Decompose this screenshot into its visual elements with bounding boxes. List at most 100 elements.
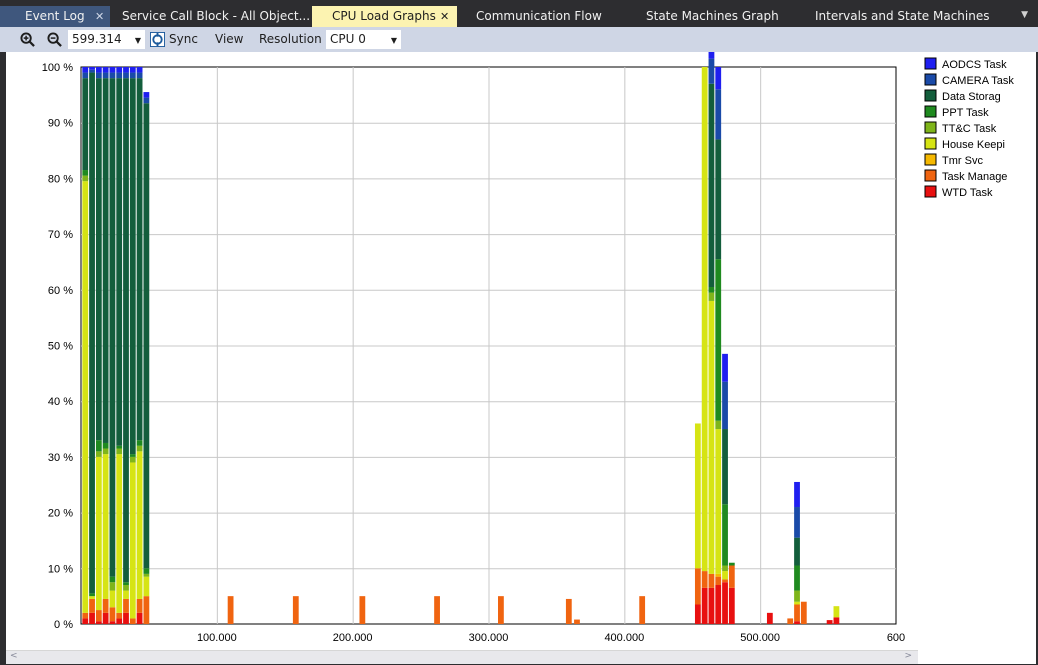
zoom-value: 599.314: [72, 32, 122, 46]
bar-segment-tt-c-task: [109, 582, 116, 591]
legend-label-tt-c-task: TT&C Task: [942, 123, 997, 135]
bar-segment-ppt-task: [715, 259, 722, 421]
bar-segment-wtd-task: [116, 618, 123, 624]
bar-segment-task-manage: [728, 565, 735, 588]
bar-segment-task-manage: [715, 576, 722, 586]
chevron-down-icon[interactable]: ▼: [134, 36, 141, 45]
horizontal-scrollbar[interactable]: < >: [6, 650, 918, 664]
bar-segment-house-keepi: [102, 454, 109, 599]
bar-segment-task-manage: [359, 596, 366, 624]
zoom-in-icon[interactable]: [20, 32, 35, 47]
bar-segment-ppt-task: [143, 568, 150, 574]
cpu-load-chart[interactable]: 0 % 10 % 20 % 30 % 40 % 50 % 60 % 70 % 80 % 90 % 1…: [6, 44, 1036, 650]
bar-segment-wtd-task: [89, 612, 95, 624]
bar-segment-camera-task: [136, 72, 143, 79]
bar-segment-ppt-task: [136, 440, 143, 446]
tab-label: Service Call Block - All Object...: [122, 9, 310, 23]
bar-segment-camera-task: [123, 72, 129, 79]
bar-segment-task-manage: [227, 596, 234, 624]
bar-segment-ppt-task: [116, 445, 123, 449]
bar-segment-task-manage: [787, 618, 794, 624]
bar-segment-data-storag: [89, 72, 95, 594]
bar-segment-task-manage: [89, 598, 95, 613]
bar-segment-aodcs-task: [708, 44, 715, 59]
bar-segment-aodcs-task: [715, 67, 722, 90]
chevron-down-icon[interactable]: ▼: [390, 36, 397, 45]
resolution-menu[interactable]: Resolution: [259, 32, 322, 46]
bar-segment-camera-task: [143, 97, 150, 104]
bar-segment-ppt-task: [728, 562, 735, 566]
bar-segment-camera-task: [109, 72, 116, 79]
bar-segment-aodcs-task: [95, 67, 102, 73]
bar-segment-wtd-task: [722, 582, 728, 624]
cpu-select[interactable]: CPU 0 ▼: [326, 30, 401, 49]
y-tick-label: 0 %: [54, 619, 73, 631]
zoom-out-icon[interactable]: [47, 32, 62, 47]
bar-segment-task-manage: [800, 601, 807, 624]
bar-segment-house-keepi: [833, 606, 840, 618]
bar-segment-wtd-task: [708, 587, 715, 624]
tab-label: CPU Load Graphs: [332, 9, 436, 23]
bar-segment-wtd-task: [102, 612, 109, 624]
legend-swatch-camera-task: [924, 73, 937, 86]
bar-segment-house-keepi: [95, 456, 102, 611]
bar-segment-tt-c-task: [715, 420, 722, 430]
bar-segment-task-manage: [498, 596, 504, 624]
bar-segment-tt-c-task: [143, 573, 150, 577]
bar-segment-data-storag: [109, 78, 116, 577]
tab-communication-flow[interactable]: Communication Flow: [466, 6, 626, 27]
bar-segment-tt-c-task: [123, 585, 129, 591]
bar-segment-tt-c-task: [136, 445, 143, 452]
close-icon[interactable]: ✕: [440, 10, 450, 23]
bar-segment-aodcs-task: [82, 67, 89, 73]
view-menu[interactable]: View: [215, 32, 244, 46]
bar-segment-aodcs-task: [794, 481, 800, 508]
bar-segment-wtd-task: [95, 621, 102, 624]
scroll-right-icon[interactable]: >: [904, 651, 912, 661]
bar-segment-wtd-task: [136, 612, 143, 624]
bar-segment-camera-task: [95, 72, 102, 79]
sync-icon[interactable]: [150, 32, 165, 47]
bar-segment-house-keepi: [701, 67, 708, 572]
bar-segment-house-keepi: [143, 576, 150, 597]
tab-cpu-load-graphs[interactable]: CPU Load Graphs ✕: [312, 6, 457, 27]
legend-swatch-data-storag: [924, 89, 937, 102]
bar-segment-wtd-task: [794, 621, 800, 624]
bar-segment-ppt-task: [82, 170, 89, 176]
bar-segment-tt-c-task: [102, 448, 109, 455]
bar-segment-data-storag: [722, 429, 728, 505]
bar-segment-wtd-task: [701, 587, 708, 624]
bar-segment-data-storag: [102, 78, 109, 443]
bar-segment-house-keepi: [89, 596, 95, 599]
tab-state-machines-graph[interactable]: State Machines Graph: [636, 6, 804, 27]
legend-swatch-tt-c-task: [924, 121, 937, 134]
tab-event-log[interactable]: Event Log ✕: [0, 6, 110, 27]
bar-segment-tt-c-task: [708, 292, 715, 301]
legend-label-tmr-svc: Tmr Svc: [942, 155, 983, 167]
x-tick-label: 100.000: [197, 632, 237, 644]
zoom-value-combo[interactable]: 599.314 ▼: [68, 30, 145, 49]
x-tick-label: 600: [887, 632, 905, 644]
y-tick-label: 10 %: [48, 563, 73, 575]
bar-segment-data-storag: [123, 78, 129, 583]
bar-segment-data-storag: [82, 78, 89, 171]
cpu-select-value: CPU 0: [330, 32, 366, 46]
bar-segment-camera-task: [715, 89, 722, 140]
bar-segment-wtd-task: [833, 617, 840, 624]
bar-segment-data-storag: [116, 78, 123, 446]
y-tick-label: 30 %: [48, 452, 73, 464]
scroll-left-icon[interactable]: <: [10, 651, 18, 661]
y-tick-label: 20 %: [48, 508, 73, 520]
legend-swatch-wtd-task: [924, 185, 937, 198]
tab-service-call-block[interactable]: Service Call Block - All Object...: [112, 6, 310, 27]
bar-segment-camera-task: [129, 72, 136, 79]
bar-segment-wtd-task: [123, 612, 129, 624]
legend-label-camera-task: CAMERA Task: [942, 75, 1014, 87]
close-icon[interactable]: ✕: [95, 10, 105, 23]
bar-segment-task-manage: [123, 598, 129, 613]
bar-segment-camera-task: [82, 72, 89, 79]
tab-intervals-state-machines[interactable]: Intervals and State Machines: [805, 6, 995, 27]
bar-segment-task-manage: [434, 596, 440, 624]
sync-button[interactable]: Sync: [169, 32, 198, 46]
chevron-down-icon[interactable]: ▼: [1021, 10, 1028, 20]
